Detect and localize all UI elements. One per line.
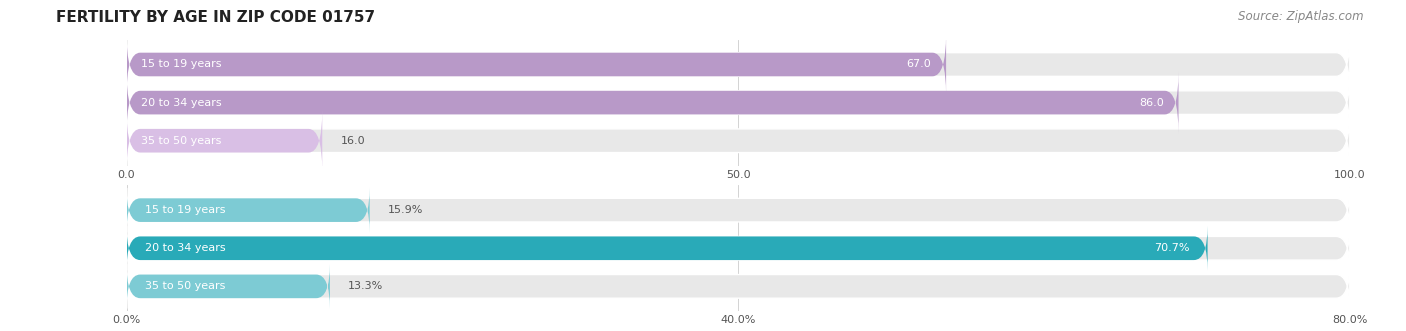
FancyBboxPatch shape [127,264,1350,308]
Text: 16.0: 16.0 [340,136,366,146]
Text: 15.9%: 15.9% [388,205,423,215]
Text: 35 to 50 years: 35 to 50 years [141,136,222,146]
FancyBboxPatch shape [127,34,1350,95]
Text: Source: ZipAtlas.com: Source: ZipAtlas.com [1239,10,1364,23]
Text: 67.0: 67.0 [907,60,931,70]
FancyBboxPatch shape [127,110,322,171]
Text: 20 to 34 years: 20 to 34 years [141,98,222,108]
Text: 20 to 34 years: 20 to 34 years [145,243,225,253]
FancyBboxPatch shape [127,188,1350,232]
FancyBboxPatch shape [127,72,1178,133]
Text: 35 to 50 years: 35 to 50 years [145,281,225,291]
Text: 15 to 19 years: 15 to 19 years [141,60,222,70]
Text: FERTILITY BY AGE IN ZIP CODE 01757: FERTILITY BY AGE IN ZIP CODE 01757 [56,10,375,25]
FancyBboxPatch shape [127,110,1350,171]
Text: 13.3%: 13.3% [349,281,384,291]
Text: 70.7%: 70.7% [1154,243,1189,253]
FancyBboxPatch shape [127,72,1350,133]
Text: 15 to 19 years: 15 to 19 years [145,205,225,215]
FancyBboxPatch shape [127,34,946,95]
FancyBboxPatch shape [127,188,370,232]
FancyBboxPatch shape [127,264,330,308]
FancyBboxPatch shape [127,226,1208,270]
Text: 86.0: 86.0 [1139,98,1164,108]
FancyBboxPatch shape [127,226,1350,270]
